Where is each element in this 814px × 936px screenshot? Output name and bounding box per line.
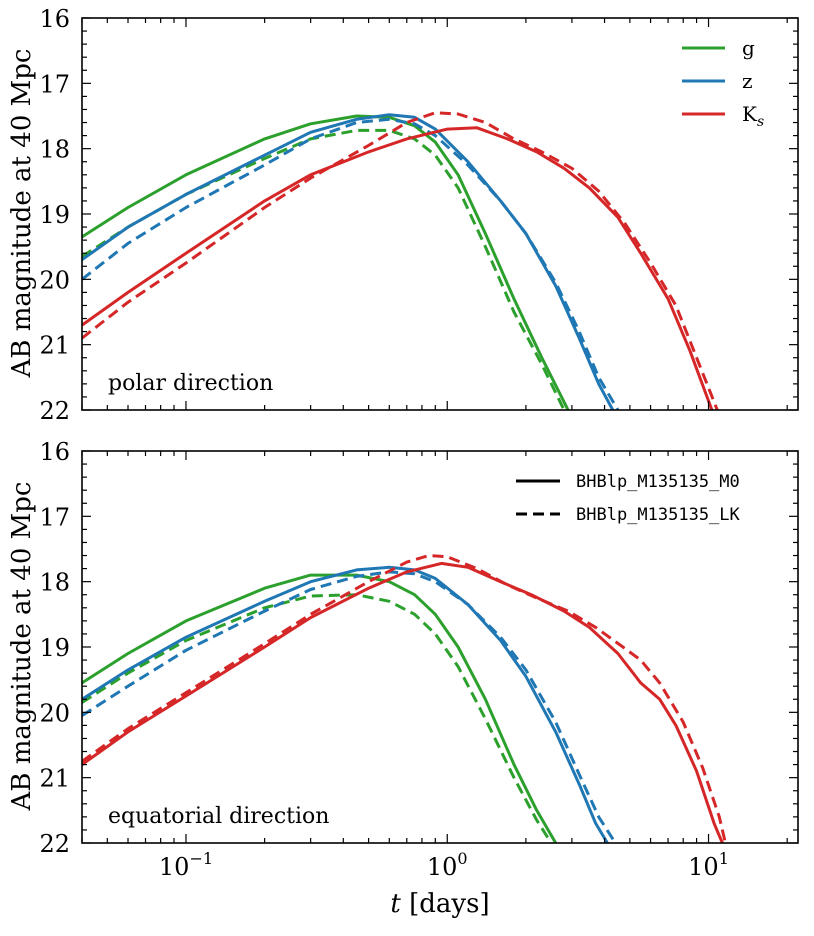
y-tick-label: 20 [39, 266, 70, 294]
y-tick-label: 21 [39, 332, 70, 360]
legend-label: z [742, 69, 753, 93]
y-tick-label: 17 [39, 70, 70, 98]
y-tick-label: 22 [39, 830, 70, 858]
equatorial-panel: 16 17 18 19 20 21 22 10−1 100 101 equatorial direc… [39, 438, 799, 881]
y-tick-label: 18 [39, 136, 70, 164]
y-tick-label: 20 [39, 699, 70, 727]
y-tick-label: 22 [39, 397, 70, 425]
series-group [82, 554, 727, 843]
polar-panel: 16 17 18 19 20 21 22 polar direction gz Ks [39, 5, 799, 425]
x-tick-label: 101 [688, 849, 729, 881]
series-line-z-lk [82, 117, 620, 410]
series-line-ks-lk [82, 111, 719, 410]
series-line-g-lk [82, 593, 553, 843]
y-tick-label: 17 [39, 503, 70, 531]
legend-label: g [742, 36, 755, 60]
series-line-ks-lk [82, 554, 727, 843]
legend-label: Ks [742, 102, 764, 130]
x-tick-label: 100 [427, 849, 468, 881]
series-line-ks-m0 [82, 126, 714, 410]
series-line-z-m0 [82, 113, 615, 410]
x-axis-label: t [days] [390, 889, 489, 919]
panel-annotation: equatorial direction [108, 804, 329, 829]
series-line-g-lk [82, 128, 566, 410]
y-tick-label: 16 [39, 5, 70, 33]
y-tick-label: 19 [39, 634, 70, 662]
x-tick-label: 10−1 [159, 849, 213, 881]
y-tick-label: 16 [39, 438, 70, 466]
legend-label: BHBlp_M135135_LK [576, 505, 741, 525]
panel-annotation: polar direction [108, 371, 273, 396]
series-group [82, 111, 719, 410]
legend-label: BHBlp_M135135_M0 [576, 472, 740, 492]
series-line-g-m0 [82, 114, 570, 410]
series-line-z-m0 [82, 565, 609, 843]
y-tick-label: 21 [39, 765, 70, 793]
y-axis-label-top: AB magnitude at 40 Mpc [7, 49, 37, 379]
x-axis-label-variable: t [390, 889, 401, 919]
series-line-ks-m0 [82, 561, 724, 843]
x-axis-label-unit: [days] [401, 889, 490, 919]
series-line-z-lk [82, 570, 617, 843]
y-tick-label: 18 [39, 569, 70, 597]
series-line-g-m0 [82, 573, 557, 843]
y-axis-label-bottom: AB magnitude at 40 Mpc [7, 482, 37, 812]
y-tick-label: 19 [39, 201, 70, 229]
